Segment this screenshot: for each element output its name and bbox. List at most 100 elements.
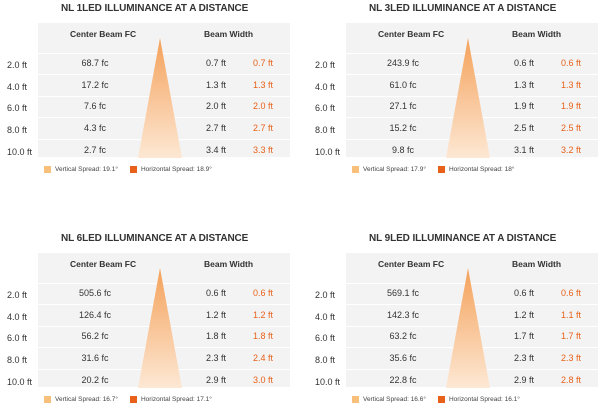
header-center-beam-fc: Center Beam FC	[70, 259, 137, 269]
distance-label: 8.0 ft	[7, 125, 28, 135]
center-beam-fc-value: 15.2 fc	[389, 123, 417, 133]
distance-label: 6.0 ft	[315, 103, 336, 113]
distance-label: 6.0 ft	[315, 333, 336, 343]
center-beam-fc-value: 61.0 fc	[389, 80, 417, 90]
distance-label: 8.0 ft	[7, 355, 28, 365]
distance-label: 2.0 ft	[7, 60, 28, 70]
chart-background	[38, 253, 290, 387]
beam-width-horizontal: 1.3 ft	[252, 80, 273, 90]
beam-width-horizontal: 0.6 ft	[560, 288, 581, 298]
vertical-spread-label: Vertical Spread: 16.6°	[363, 396, 426, 403]
beam-width-horizontal: 1.1 ft	[560, 310, 581, 320]
illuminance-panel: NL 3LED ILLUMINANCE AT A DISTANCE Center …	[308, 0, 598, 180]
distance-label: 4.0 ft	[7, 82, 28, 92]
gridline	[346, 96, 598, 97]
beam-width-vertical: 2.3 ft	[513, 353, 534, 363]
gridline	[346, 74, 598, 75]
illuminance-panel: NL 9LED ILLUMINANCE AT A DISTANCE Center …	[308, 230, 598, 410]
beam-width-vertical: 1.3 ft	[513, 80, 534, 90]
beam-width-vertical: 0.6 ft	[513, 288, 534, 298]
vertical-spread-label: Vertical Spread: 17.9°	[363, 166, 426, 173]
beam-width-horizontal: 1.7 ft	[560, 331, 581, 341]
center-beam-fc-value: 142.3 fc	[386, 310, 420, 320]
beam-width-vertical: 1.2 ft	[205, 310, 226, 320]
beam-width-horizontal: 3.3 ft	[252, 145, 273, 155]
beam-width-horizontal: 2.8 ft	[560, 375, 581, 385]
distance-label: 4.0 ft	[315, 82, 336, 92]
header-center-beam-fc: Center Beam FC	[70, 29, 137, 39]
gridline	[38, 139, 290, 140]
distance-label: 10.0 ft	[315, 377, 341, 387]
beam-width-horizontal: 2.0 ft	[252, 101, 273, 111]
vertical-spread-swatch	[352, 166, 359, 173]
beam-width-vertical: 1.8 ft	[205, 331, 226, 341]
gridline	[346, 326, 598, 327]
center-beam-fc-value: 56.2 fc	[81, 331, 109, 341]
header-beam-width: Beam Width	[204, 259, 254, 269]
distance-label: 10.0 ft	[7, 377, 33, 387]
center-beam-fc-value: 569.1 fc	[386, 288, 420, 298]
header-center-beam-fc: Center Beam FC	[378, 29, 445, 39]
beam-width-vertical: 1.2 ft	[513, 310, 534, 320]
gridline	[346, 347, 598, 348]
gridline	[346, 139, 598, 140]
gridline	[346, 117, 598, 118]
gridline	[38, 347, 290, 348]
horizontal-spread-swatch	[129, 396, 137, 403]
gridline	[38, 369, 290, 370]
center-beam-fc-value: 35.6 fc	[389, 353, 417, 363]
beam-width-horizontal: 3.0 ft	[252, 375, 273, 385]
distance-label: 2.0 ft	[7, 290, 28, 300]
horizontal-spread-label: Horizontal Spread: 18.9°	[140, 166, 212, 173]
gridline	[38, 53, 290, 54]
horizontal-spread-swatch	[437, 166, 445, 173]
beam-width-vertical: 2.9 ft	[513, 375, 534, 385]
distance-label: 8.0 ft	[315, 355, 336, 365]
center-beam-fc-value: 126.4 fc	[78, 310, 112, 320]
panel-title: NL 1LED ILLUMINANCE AT A DISTANCE	[61, 3, 249, 14]
vertical-spread-swatch	[44, 396, 51, 403]
distance-label: 4.0 ft	[7, 312, 28, 322]
beam-width-vertical: 0.7 ft	[205, 58, 226, 68]
illuminance-panel: NL 1LED ILLUMINANCE AT A DISTANCE Center …	[0, 0, 290, 180]
vertical-spread-label: Vertical Spread: 16.7°	[55, 396, 118, 403]
gridline	[38, 96, 290, 97]
distance-label: 2.0 ft	[315, 290, 336, 300]
center-beam-fc-value: 63.2 fc	[389, 331, 417, 341]
gridline	[38, 74, 290, 75]
beam-width-horizontal: 1.9 ft	[560, 101, 581, 111]
center-beam-fc-value: 27.1 fc	[389, 101, 417, 111]
beam-width-horizontal: 2.5 ft	[560, 123, 581, 133]
illuminance-panel: NL 6LED ILLUMINANCE AT A DISTANCE Center …	[0, 230, 290, 410]
gridline	[346, 304, 598, 305]
vertical-spread-swatch	[352, 396, 359, 403]
panel-title: NL 6LED ILLUMINANCE AT A DISTANCE	[61, 233, 249, 244]
beam-width-vertical: 3.1 ft	[513, 145, 534, 155]
beam-width-vertical: 0.6 ft	[205, 288, 226, 298]
beam-width-vertical: 0.6 ft	[513, 58, 534, 68]
beam-width-horizontal: 0.6 ft	[560, 58, 581, 68]
beam-width-horizontal: 1.3 ft	[560, 80, 581, 90]
beam-width-horizontal: 2.4 ft	[252, 353, 273, 363]
beam-width-horizontal: 1.8 ft	[252, 331, 273, 341]
center-beam-fc-value: 9.8 fc	[391, 145, 414, 155]
center-beam-fc-value: 2.7 fc	[83, 145, 106, 155]
vertical-spread-label: Vertical Spread: 19.1°	[55, 166, 118, 173]
beam-width-horizontal: 0.7 ft	[252, 58, 273, 68]
gridline	[346, 283, 598, 284]
center-beam-fc-value: 17.2 fc	[81, 80, 109, 90]
center-beam-fc-value: 22.8 fc	[389, 375, 417, 385]
beam-width-vertical: 1.3 ft	[205, 80, 226, 90]
vertical-spread-swatch	[44, 166, 51, 173]
beam-width-vertical: 3.4 ft	[205, 145, 226, 155]
header-beam-width: Beam Width	[512, 259, 562, 269]
header-beam-width: Beam Width	[512, 29, 562, 39]
distance-label: 10.0 ft	[315, 147, 341, 157]
spread-legend: Vertical Spread: 17.9° Horizontal Spread:…	[352, 166, 514, 173]
horizontal-spread-swatch	[129, 166, 137, 173]
center-beam-fc-value: 505.6 fc	[78, 288, 112, 298]
beam-width-horizontal: 2.3 ft	[560, 353, 581, 363]
beam-width-vertical: 2.9 ft	[205, 375, 226, 385]
panel-title: NL 3LED ILLUMINANCE AT A DISTANCE	[369, 3, 557, 14]
beam-width-horizontal: 3.2 ft	[560, 145, 581, 155]
